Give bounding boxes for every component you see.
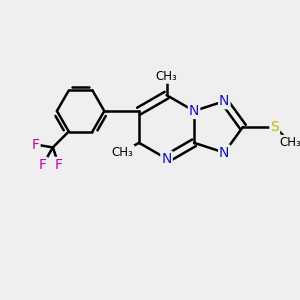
Text: F: F	[32, 137, 40, 152]
Text: CH₃: CH₃	[156, 70, 177, 83]
Text: N: N	[161, 152, 172, 166]
Text: N: N	[219, 146, 230, 160]
Text: S: S	[270, 120, 279, 134]
Text: F: F	[39, 158, 47, 172]
Text: CH₃: CH₃	[112, 146, 134, 159]
Text: CH₃: CH₃	[279, 136, 300, 149]
Text: N: N	[189, 104, 199, 118]
Text: F: F	[55, 158, 63, 172]
Text: N: N	[219, 94, 230, 108]
